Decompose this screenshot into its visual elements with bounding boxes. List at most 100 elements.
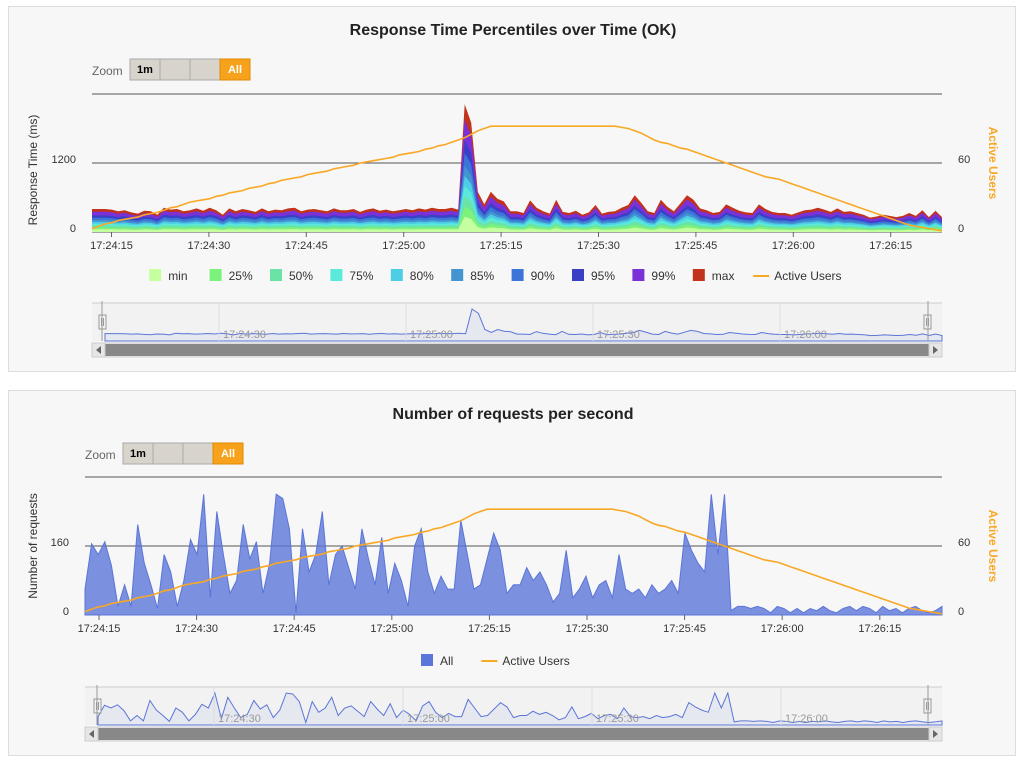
navigator-series (97, 691, 943, 726)
svg-text:All: All (440, 654, 453, 668)
navigator[interactable]: 17:24:30 17:25:00 17:25:30 17:26:00 (92, 301, 943, 342)
legend-item-all[interactable]: All (421, 654, 453, 668)
svg-text:1m: 1m (130, 448, 146, 460)
x-tick-label: 17:24:30 (187, 240, 230, 252)
zoom-all-button[interactable]: All (212, 442, 244, 465)
x-tick-label: 17:26:00 (761, 623, 804, 635)
y-right-tick-label: 0 (958, 223, 964, 235)
response-time-chart: Response Time Percentiles over Time (OK)… (26, 22, 1000, 358)
zoom-all-button[interactable]: All (219, 58, 251, 81)
series-active-users-line (84, 508, 943, 615)
zoom-blank-button[interactable] (152, 442, 184, 465)
y-right-tick-label: 60 (958, 154, 970, 166)
navigator-tick-label: 17:26:00 (785, 713, 828, 725)
legend-item-25-[interactable]: 25% (209, 269, 253, 283)
chart-title: Number of requests per second (393, 406, 634, 423)
x-tick-label: 17:25:30 (566, 623, 609, 635)
y-axis-right-title: Active Users (986, 510, 1000, 583)
zoom-control: Zoom 1m All (85, 442, 244, 465)
navigator-line (104, 308, 943, 342)
zoom-control: Zoom 1m All (92, 58, 251, 81)
svg-text:95%: 95% (591, 269, 615, 283)
x-tick-label: 17:26:00 (772, 240, 815, 252)
navigator-line (97, 691, 943, 726)
legend: min 25% 50% 75% 80% 85% 90% 95% 99% max Active Use… (149, 269, 842, 283)
scroll-left-arrow[interactable] (91, 342, 106, 358)
y-tick-label: 0 (70, 223, 76, 235)
y-tick-label: 160 (51, 537, 69, 549)
x-tick-label: 17:25:00 (370, 623, 413, 635)
svg-text:max: max (712, 269, 735, 283)
series-80%-area (92, 175, 942, 232)
svg-text:75%: 75% (349, 269, 373, 283)
x-tick-label: 17:25:15 (480, 240, 523, 252)
x-tick-label: 17:24:45 (285, 240, 328, 252)
scrollbar[interactable] (84, 726, 943, 742)
zoom-label: Zoom (92, 64, 123, 78)
series-active-users-line (91, 125, 943, 232)
zoom-blank-button[interactable] (189, 58, 221, 81)
zoom-blank-button[interactable] (182, 442, 214, 465)
zoom-blank-button[interactable] (159, 58, 191, 81)
zoom-label: Zoom (85, 448, 116, 462)
navigator-tick-label: 17:25:30 (597, 329, 640, 341)
x-tick-label: 17:25:45 (663, 623, 706, 635)
x-tick-label: 17:25:30 (577, 240, 620, 252)
scroll-right-arrow[interactable] (928, 726, 943, 742)
scroll-right-arrow[interactable] (928, 342, 943, 358)
scroll-left-arrow[interactable] (84, 726, 99, 742)
y-right-tick-label: 0 (958, 606, 964, 618)
x-tick-label: 17:25:15 (468, 623, 511, 635)
x-tick-label: 17:24:15 (90, 240, 133, 252)
navigator-tick-label: 17:26:00 (784, 329, 827, 341)
requests-chart: Number of requests per second Zoom 1m Al… (26, 406, 1000, 742)
y-axis-right-title: Active Users (986, 127, 1000, 200)
svg-text:All: All (228, 64, 242, 76)
requests-panel: Number of requests per second Zoom 1m Al… (8, 390, 1016, 756)
legend-item-80-[interactable]: 80% (390, 269, 434, 283)
svg-text:25%: 25% (229, 269, 253, 283)
svg-text:min: min (168, 269, 187, 283)
navigator-series (104, 308, 943, 342)
scrollbar-thumb[interactable] (98, 728, 929, 740)
svg-text:90%: 90% (531, 269, 555, 283)
series-min-area (92, 216, 942, 232)
legend-item-75-[interactable]: 75% (330, 269, 374, 283)
svg-text:80%: 80% (410, 269, 434, 283)
y-right-tick-label: 60 (958, 537, 970, 549)
x-tick-label: 17:24:15 (78, 623, 121, 635)
navigator-axis: 17:24:30 17:25:00 17:25:30 17:26:00 (218, 303, 827, 341)
zoom-1m-button[interactable]: 1m (129, 58, 161, 81)
x-tick-label: 17:24:30 (175, 623, 218, 635)
y-tick-label: 1200 (52, 154, 76, 166)
navigator-tick-label: 17:24:30 (218, 713, 261, 725)
navigator-axis: 17:24:30 17:25:00 17:25:30 17:26:00 (213, 687, 828, 725)
x-tick-label: 17:24:45 (273, 623, 316, 635)
x-tick-label: 17:26:15 (858, 623, 901, 635)
legend-item-85-[interactable]: 85% (451, 269, 495, 283)
legend-item-active-users[interactable]: Active Users (753, 269, 842, 283)
navigator[interactable]: 17:24:30 17:25:00 17:25:30 17:26:00 (85, 685, 943, 726)
legend-item-90-[interactable]: 90% (511, 269, 555, 283)
navigator-tick-label: 17:24:30 (223, 329, 266, 341)
y-tick-label: 0 (63, 606, 69, 618)
zoom-1m-button[interactable]: 1m (122, 442, 154, 465)
navigator-tick-label: 17:25:00 (410, 329, 453, 341)
legend-item-99-[interactable]: 99% (632, 269, 676, 283)
response-time-panel: Response Time Percentiles over Time (OK)… (8, 6, 1016, 372)
svg-text:Active Users: Active Users (502, 654, 569, 668)
y-axis-title: Number of requests (26, 493, 40, 598)
chart-title: Response Time Percentiles over Time (OK) (350, 22, 677, 39)
legend-item-active-users[interactable]: Active Users (481, 654, 570, 668)
plot-area (84, 493, 943, 616)
y-axis-title: Response Time (ms) (26, 115, 40, 226)
scrollbar-thumb[interactable] (105, 344, 929, 356)
svg-text:1m: 1m (137, 64, 153, 76)
legend-item-min[interactable]: min (149, 269, 188, 283)
legend-item-95-[interactable]: 95% (572, 269, 615, 283)
scrollbar[interactable] (91, 342, 943, 358)
navigator-tick-label: 17:25:30 (596, 713, 639, 725)
series-99%-area (92, 119, 942, 232)
legend-item-50-[interactable]: 50% (270, 269, 313, 283)
legend-item-max[interactable]: max (692, 269, 735, 283)
